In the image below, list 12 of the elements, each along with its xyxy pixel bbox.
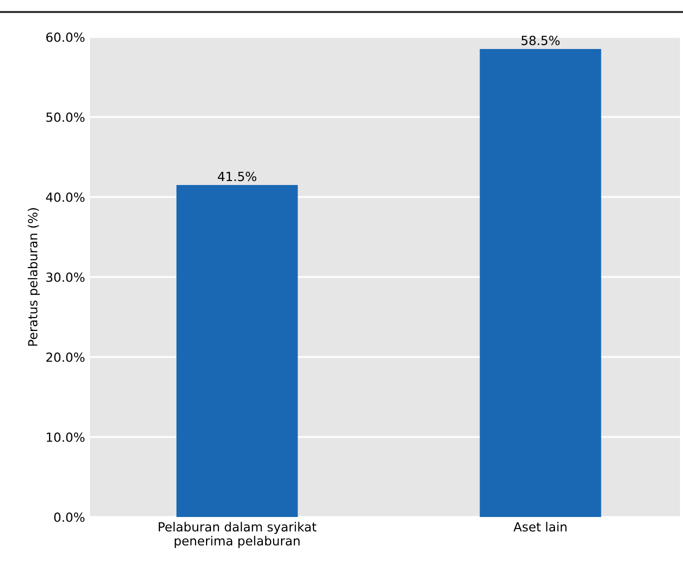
y-tick-label: 50.0% — [46, 112, 84, 122]
y-tick-label: 10.0% — [46, 432, 84, 442]
x-tick-label: Pelaburan dalam syarikat penerima pelaburan — [158, 522, 316, 548]
y-tick-label: 60.0% — [46, 32, 84, 42]
x-tick-label: Aset lain — [513, 522, 566, 532]
data-label: 41.5% — [218, 172, 256, 182]
y-tick-label: 40.0% — [46, 192, 84, 202]
data-label: 58.5% — [522, 36, 560, 46]
y-tick-label: 20.0% — [46, 352, 84, 362]
y-tick-label: 0.0% — [54, 512, 84, 522]
y-tick-label: 30.0% — [46, 272, 84, 282]
y-axis-title: Peratus pelaburan (%) — [28, 208, 40, 346]
